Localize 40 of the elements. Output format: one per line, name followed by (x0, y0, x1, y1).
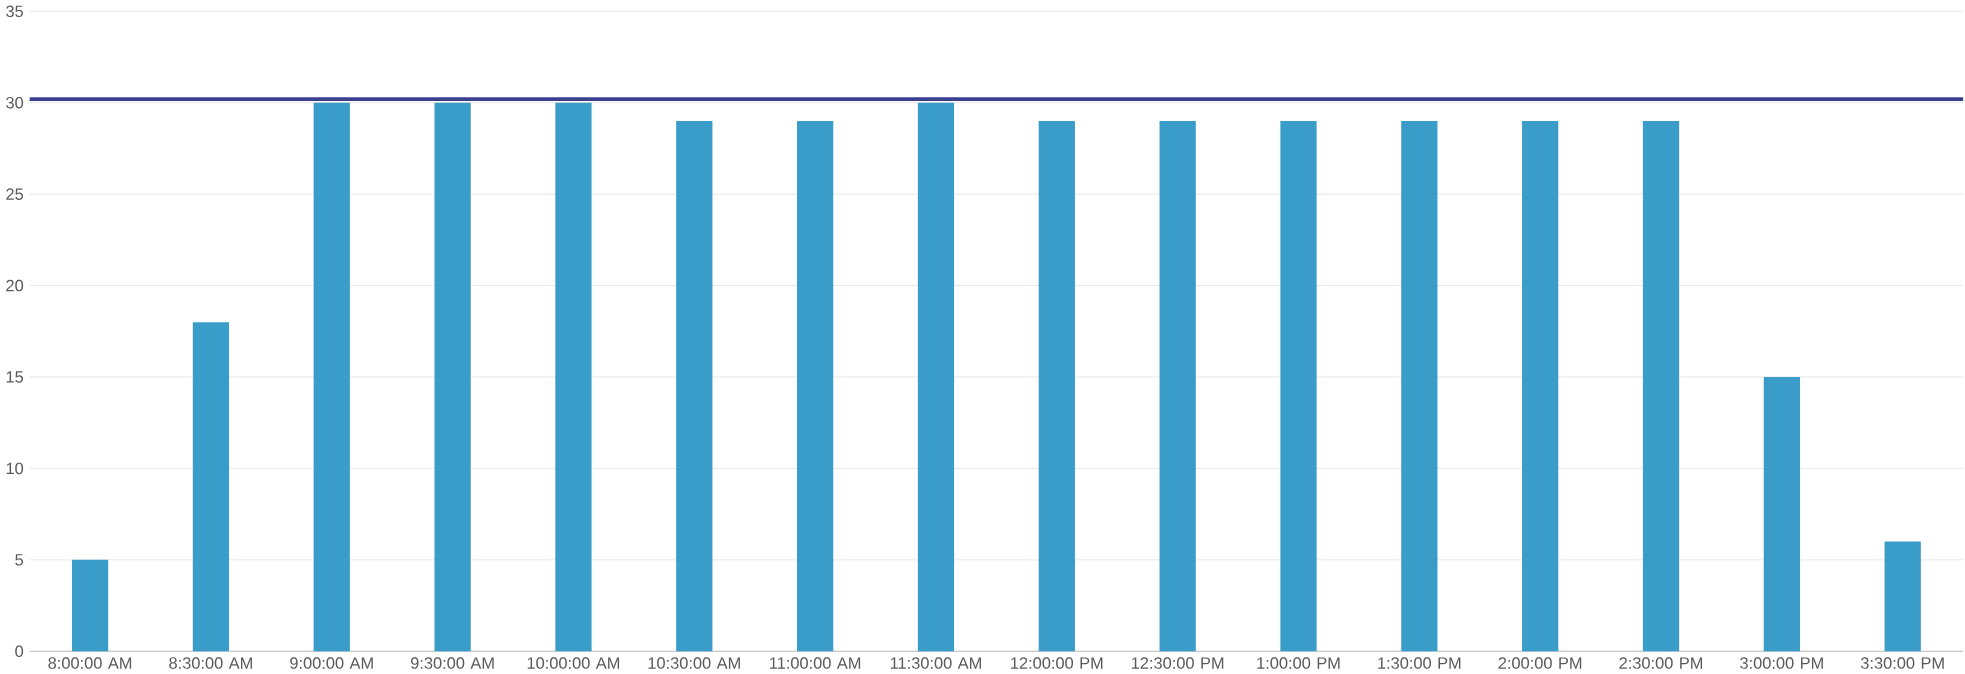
bar (555, 102, 592, 652)
y-tick-label: 10 (6, 462, 24, 475)
x-tick-label: 1:00:00 PM (1257, 657, 1340, 669)
bar (71, 559, 109, 652)
y-tick-label: 5 (15, 553, 24, 566)
y-tick-label: 20 (6, 279, 24, 292)
bar (313, 102, 350, 652)
y-tick-label: 35 (6, 5, 24, 17)
x-tick-label: 3:30:00 PM (1860, 657, 1944, 669)
y-tick-label: 30 (6, 96, 24, 109)
bar (1038, 120, 1075, 652)
x-tick-label: 9:30:00 AM (410, 657, 494, 669)
bar (797, 120, 834, 652)
bar (192, 321, 230, 652)
x-tick-label: 12:00:00 PM (1011, 657, 1103, 669)
bar (1159, 120, 1196, 652)
x-tick-label: 11:30:00 AM (890, 657, 981, 669)
y-tick-label: 25 (6, 188, 24, 200)
bar (1280, 120, 1317, 652)
x-tick-label: 1:30:00 PM (1378, 657, 1461, 669)
bar (1884, 541, 1921, 652)
bar (1763, 376, 1800, 652)
x-tick-label: 8:00:00 AM (48, 657, 132, 669)
x-tick-label: 10:00:00 AM (527, 657, 620, 669)
x-tick-label: 2:00:00 PM (1498, 657, 1582, 669)
x-tick-label: 8:30:00 AM (169, 657, 252, 669)
bar (1401, 120, 1438, 652)
x-tick-label: 12:30:00 PM (1131, 657, 1224, 669)
bar (1642, 120, 1680, 652)
x-tick-label: 10:30:00 AM (648, 657, 740, 669)
bar (434, 102, 471, 652)
bar (1522, 120, 1559, 652)
y-tick-label: 15 (6, 371, 24, 383)
y-tick-label: 0 (15, 645, 24, 657)
bar (676, 120, 713, 652)
x-tick-label: 3:00:00 PM (1740, 657, 1823, 669)
x-tick-label: 11:00:00 AM (770, 657, 861, 669)
x-tick-label: 2:30:00 PM (1619, 657, 1703, 669)
x-tick-label: 9:00:00 AM (290, 657, 373, 669)
bar (917, 102, 955, 652)
